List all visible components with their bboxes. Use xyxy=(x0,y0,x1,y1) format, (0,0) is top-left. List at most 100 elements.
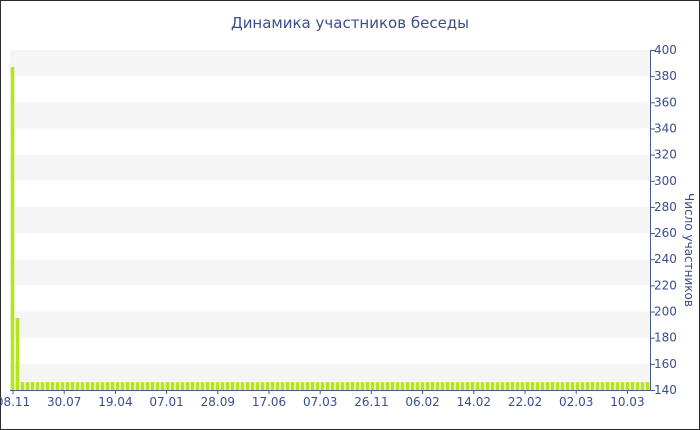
y-tick-label: 160 xyxy=(654,357,677,371)
bar xyxy=(460,382,465,390)
bar xyxy=(35,382,40,390)
bar xyxy=(30,382,35,390)
bar xyxy=(540,382,545,390)
bar xyxy=(290,382,295,390)
bar xyxy=(630,382,635,390)
bar xyxy=(70,382,75,390)
bar xyxy=(100,382,105,390)
bar xyxy=(405,382,410,390)
y-tick-label: 380 xyxy=(654,69,677,83)
bar xyxy=(130,382,135,390)
bar xyxy=(545,382,550,390)
bar xyxy=(435,382,440,390)
bar xyxy=(140,382,145,390)
bar xyxy=(585,382,590,390)
bar xyxy=(385,382,390,390)
bar xyxy=(505,382,510,390)
grid-band xyxy=(10,154,650,181)
bar xyxy=(295,382,300,390)
y-tick-label: 340 xyxy=(654,121,677,135)
y-tick-label: 260 xyxy=(654,226,677,240)
bar xyxy=(185,382,190,390)
x-tick-label: 19.04 xyxy=(98,395,132,409)
bar xyxy=(75,382,80,390)
y-tick-label: 280 xyxy=(654,200,677,214)
bar xyxy=(440,382,445,390)
grid-bands xyxy=(10,50,650,390)
bar xyxy=(125,382,130,390)
bar xyxy=(250,382,255,390)
bar-series xyxy=(10,67,650,390)
grid-band xyxy=(10,259,650,286)
y-tick-label: 240 xyxy=(654,252,677,266)
bar xyxy=(360,382,365,390)
bar xyxy=(180,382,185,390)
bar xyxy=(520,382,525,390)
x-tick-label: 07.03 xyxy=(303,395,337,409)
bar xyxy=(320,382,325,390)
bar xyxy=(475,382,480,390)
bar xyxy=(255,382,260,390)
grid-band xyxy=(10,206,650,234)
bar xyxy=(415,382,420,390)
bar xyxy=(150,382,155,390)
bar xyxy=(340,382,345,390)
bar xyxy=(110,382,115,390)
y-tick-label: 320 xyxy=(654,148,677,162)
bar xyxy=(85,382,90,390)
bar xyxy=(95,382,100,390)
bar xyxy=(380,382,385,390)
bar xyxy=(350,382,355,390)
bar xyxy=(595,382,600,390)
bar xyxy=(160,382,165,390)
x-tick-label: 14.02 xyxy=(457,395,491,409)
chart-title: Динамика участников беседы xyxy=(230,14,470,32)
bar xyxy=(260,382,265,390)
y-tick-label: 140 xyxy=(654,383,677,397)
bar xyxy=(215,382,220,390)
bar xyxy=(240,382,245,390)
bar xyxy=(480,382,485,390)
bar xyxy=(600,382,605,390)
bar xyxy=(450,382,455,390)
bar xyxy=(575,382,580,390)
bar xyxy=(500,382,505,390)
bar xyxy=(345,382,350,390)
bar xyxy=(25,382,30,390)
bar xyxy=(395,382,400,390)
bar xyxy=(165,382,170,390)
bar xyxy=(170,382,175,390)
bar xyxy=(420,382,425,390)
bar xyxy=(640,382,645,390)
bar xyxy=(145,382,150,390)
x-tick-label: 02.03 xyxy=(559,395,593,409)
bar xyxy=(410,382,415,390)
bar xyxy=(610,382,615,390)
bar xyxy=(230,382,235,390)
bar xyxy=(495,382,500,390)
bar xyxy=(400,382,405,390)
bar xyxy=(325,382,330,390)
bar xyxy=(55,382,60,390)
bar xyxy=(335,382,340,390)
bar xyxy=(235,382,240,390)
bar xyxy=(265,382,270,390)
bar xyxy=(305,382,310,390)
bar xyxy=(635,382,640,390)
bar xyxy=(590,382,595,390)
bar xyxy=(175,382,180,390)
bar xyxy=(550,382,555,390)
bar xyxy=(555,382,560,390)
x-tick-label: 28.09 xyxy=(201,395,235,409)
bar xyxy=(580,382,585,390)
bar xyxy=(200,382,205,390)
bar xyxy=(615,382,620,390)
bar xyxy=(195,382,200,390)
bar xyxy=(375,382,380,390)
bar xyxy=(605,382,610,390)
bar xyxy=(530,382,535,390)
y-axis-label: Число участников xyxy=(682,193,696,307)
bar xyxy=(90,382,95,390)
bar xyxy=(60,382,65,390)
